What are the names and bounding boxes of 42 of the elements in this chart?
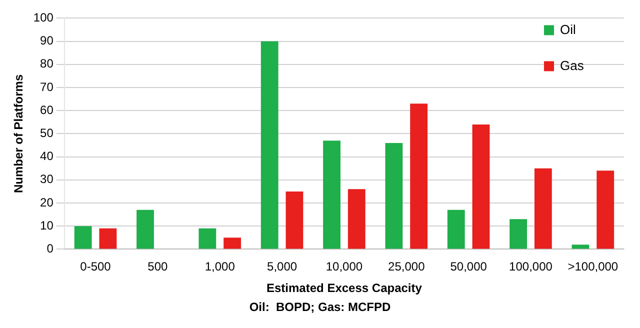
y-tick-label: 10 (40, 218, 54, 232)
y-tick-label: 0 (46, 242, 54, 256)
x-axis-title: Estimated Excess Capacity (266, 281, 422, 296)
bar (410, 104, 428, 249)
bar (596, 170, 614, 249)
x-tick-label: 50,000 (450, 260, 488, 274)
x-tick-label: 100,000 (509, 260, 553, 274)
y-tick-label: 90 (40, 34, 54, 48)
y-axis-title: Number of Platforms (12, 74, 26, 194)
y-tick-label: 70 (40, 80, 54, 94)
y-tick-label: 80 (40, 56, 54, 71)
x-tick-label: 1,000 (204, 260, 236, 274)
bar (224, 238, 241, 249)
legend-label: Oil (560, 22, 576, 37)
x-tick-label: 500 (148, 260, 168, 274)
y-tick-label: 60 (40, 102, 54, 117)
x-tick-label: 0-500 (80, 260, 112, 274)
x-tick-label: 10,000 (326, 260, 363, 274)
bar (534, 168, 552, 249)
x-tick-label: 25,000 (388, 260, 426, 274)
y-tick-label: 30 (40, 172, 54, 186)
x-tick-label: 5,000 (267, 260, 298, 274)
bar (572, 244, 590, 249)
text: Oil: BOPD; Gas: MCFPD (248, 300, 392, 314)
bar (447, 210, 465, 249)
bar (74, 226, 92, 249)
bar (472, 124, 490, 249)
bar (260, 41, 278, 249)
bar (385, 142, 403, 249)
bar (286, 191, 304, 249)
legend-label: Gas (560, 58, 584, 73)
bar (136, 210, 154, 249)
bar (99, 228, 117, 249)
bar (323, 140, 340, 249)
bar (348, 189, 366, 249)
x-tick-label: >100,000 (568, 260, 618, 274)
y-tick-label: 20 (40, 195, 54, 210)
bar (510, 219, 528, 249)
y-tick-label: 40 (40, 149, 54, 164)
y-tick-label: 100 (33, 10, 54, 25)
bar (198, 228, 216, 249)
y-tick-label: 50 (40, 126, 54, 140)
